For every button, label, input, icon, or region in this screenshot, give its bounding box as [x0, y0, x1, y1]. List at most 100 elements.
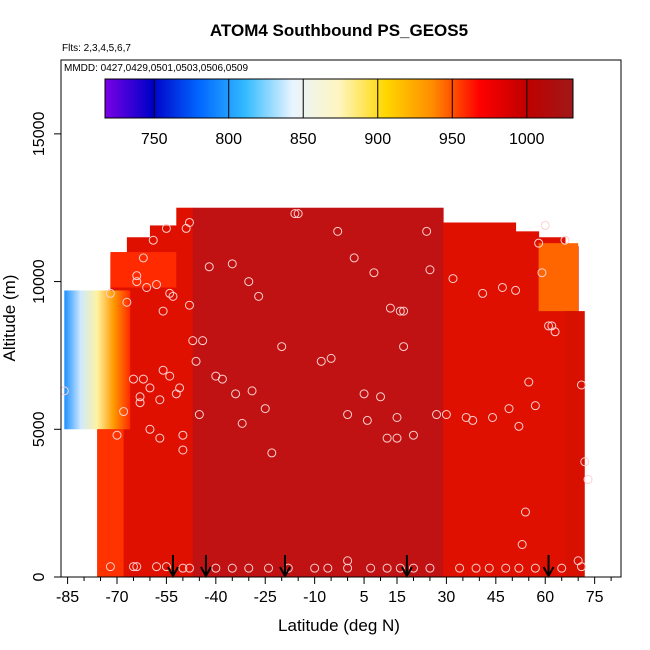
curtain-top-left: [110, 252, 177, 288]
sample-point: [316, 356, 326, 366]
sample-point: [537, 268, 547, 278]
sample-point: [244, 277, 254, 287]
colorbar-ticks: 750 800 850 900 950 1000: [141, 79, 545, 148]
curtain-column: [126, 237, 151, 577]
sample-point: [237, 418, 247, 428]
sample-point: [198, 336, 208, 346]
sample-point: [408, 563, 418, 573]
colorbar-tick-label: 850: [290, 131, 317, 148]
profile-marker-head: [401, 566, 413, 579]
sample-point: [184, 563, 194, 573]
sample-point: [145, 424, 155, 434]
sample-point: [254, 291, 264, 301]
sample-point: [576, 380, 586, 390]
sample-point: [161, 223, 171, 233]
sample-point: [530, 563, 540, 573]
sample-point: [293, 209, 303, 219]
sample-point: [165, 371, 175, 381]
y-tick-label: 0: [31, 572, 48, 581]
sample-point: [382, 433, 392, 443]
dates-label: MMDD: 0427,0429,0501,0503,0506,0509: [64, 63, 248, 74]
sample-point: [432, 410, 442, 420]
profile-marker-head: [167, 566, 179, 579]
colorbar-bar: [104, 78, 574, 119]
sample-point: [544, 321, 554, 331]
plot-frame: [60, 59, 622, 578]
x-tick-label: -70: [105, 589, 128, 606]
sample-point: [128, 562, 138, 572]
sample-point: [138, 374, 148, 384]
curtain-south-lower: [97, 429, 124, 577]
sample-point: [135, 398, 145, 408]
sample-point: [468, 415, 478, 425]
sample-point: [112, 430, 122, 440]
sample-points: [61, 209, 593, 573]
profile-marker-head: [542, 566, 555, 579]
sample-point: [376, 392, 386, 402]
sample-point: [132, 271, 142, 281]
sample-point: [425, 563, 435, 573]
curtain-field: [64, 207, 585, 577]
sample-point: [488, 412, 498, 422]
chart-title: ATOM4 Southbound PS_GEOS5: [210, 21, 468, 40]
sample-point: [191, 356, 201, 366]
x-tick-label: 5: [360, 589, 369, 606]
sample-point: [540, 220, 550, 230]
sample-point: [178, 430, 188, 440]
x-tick-label: 30: [438, 589, 456, 606]
sample-point: [369, 268, 379, 278]
sample-point: [152, 562, 162, 572]
sample-point: [188, 336, 198, 346]
sample-point: [349, 253, 359, 263]
sample-point: [395, 563, 405, 573]
y-axis-label: Altitude (m): [0, 275, 19, 362]
profile-markers: [167, 555, 555, 579]
sample-point: [105, 288, 115, 298]
curtain-column: [515, 231, 540, 577]
sample-point: [155, 395, 165, 405]
sample-point: [408, 430, 418, 440]
sample-point: [504, 404, 514, 414]
sample-point: [178, 445, 188, 455]
sample-point: [178, 563, 188, 573]
colorbar: 750 800 850 900 950 1000: [104, 78, 574, 148]
sample-point: [323, 563, 333, 573]
curtain-column: [443, 222, 517, 577]
sample-point: [359, 389, 369, 399]
sample-point: [264, 563, 274, 573]
curtain-column: [176, 207, 194, 577]
sample-point: [511, 285, 521, 295]
profile-marker-head: [279, 566, 291, 579]
sample-point: [247, 386, 257, 396]
sample-point: [333, 226, 343, 236]
x-tick-label: 60: [536, 589, 554, 606]
sample-point: [310, 563, 320, 573]
curtain-south-band: [64, 290, 131, 430]
sample-point: [530, 401, 540, 411]
sample-point: [227, 563, 237, 573]
y-tick-label: 5000: [31, 411, 48, 447]
profile-marker-head: [200, 566, 212, 579]
y-tick-label: 10000: [31, 259, 48, 304]
sample-point: [392, 433, 402, 443]
sample-point: [471, 563, 481, 573]
sample-point: [343, 556, 353, 566]
x-tick-label: -25: [254, 589, 277, 606]
y-tick-label: 15000: [31, 112, 48, 157]
sample-point: [583, 475, 593, 485]
sample-point: [145, 383, 155, 393]
sample-point: [135, 392, 145, 402]
sample-point: [138, 253, 148, 263]
colorbar-tick-label: 800: [215, 131, 242, 148]
flights-label: Flts: 2,3,4,5,6,7: [62, 43, 131, 54]
sample-point: [392, 412, 402, 422]
sample-point: [260, 404, 270, 414]
y-axis: 0 5000 10000 15000: [31, 112, 61, 581]
sample-point: [326, 353, 336, 363]
sample-point: [517, 540, 527, 550]
sample-point: [175, 383, 185, 393]
sample-point: [142, 282, 152, 292]
sample-point: [168, 291, 178, 301]
sample-point: [534, 238, 544, 248]
curtain-top-right: [538, 243, 579, 312]
